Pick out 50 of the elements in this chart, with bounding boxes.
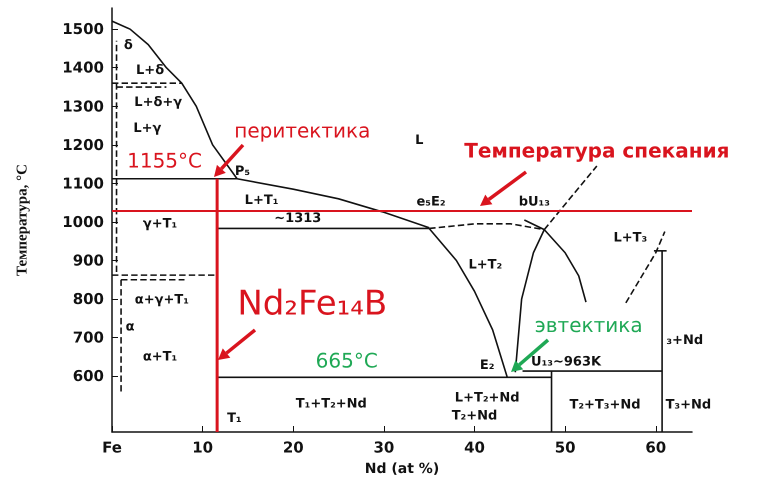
x-tick-label: 30 bbox=[373, 438, 394, 456]
y-tick-label: 800 bbox=[72, 290, 104, 308]
annotation: γ+T₁ bbox=[142, 216, 178, 232]
annotation: L+δ bbox=[136, 62, 164, 78]
x-tick-label: 10 bbox=[192, 438, 214, 456]
annotation: ₃+Nd bbox=[666, 332, 704, 348]
annotation: 1155°C bbox=[127, 148, 202, 172]
annotation: U₁₃∼963K bbox=[531, 354, 602, 370]
annotation: δ bbox=[124, 38, 133, 53]
x-tick-label: Fe bbox=[102, 438, 122, 456]
annotation: L+δ+γ bbox=[134, 94, 182, 110]
annotation: перитектика bbox=[234, 118, 370, 143]
x-tick-label: 50 bbox=[554, 438, 576, 456]
annotation: Температура спекания bbox=[464, 138, 730, 163]
annotation: L bbox=[415, 133, 424, 148]
y-tick-label: 700 bbox=[72, 328, 104, 347]
annotation: T₃+Nd bbox=[666, 398, 712, 413]
annotation: bU₁₃ bbox=[518, 194, 550, 210]
annotation: α+T₁ bbox=[142, 350, 178, 365]
y-tick-label: 900 bbox=[72, 251, 104, 270]
annotation: Nd₂Fe₁₄B bbox=[237, 283, 388, 324]
annotation: L+T₃ bbox=[614, 230, 648, 246]
annotation: T₂+Nd bbox=[452, 408, 498, 424]
annotation: L+γ bbox=[133, 121, 162, 136]
annotation: 665°C bbox=[316, 348, 378, 372]
annotation: L+T₂ bbox=[468, 258, 502, 273]
x-tick-label: 20 bbox=[282, 438, 304, 456]
annotation: T₁+T₂+Nd bbox=[296, 396, 367, 412]
y-tick-label: 1100 bbox=[62, 174, 104, 192]
annotation: α bbox=[126, 320, 135, 335]
y-tick-label: 1200 bbox=[62, 136, 104, 154]
x-tick-label: 60 bbox=[645, 438, 666, 456]
annotation: E₂ bbox=[480, 358, 494, 373]
y-axis-title: Температура, °C bbox=[14, 164, 30, 276]
x-axis-title: Nd (at %) bbox=[364, 461, 440, 477]
y-tick-label: 1300 bbox=[62, 97, 104, 116]
y-tick-label: 1400 bbox=[62, 58, 104, 77]
annotation: L+T₁ bbox=[244, 192, 278, 208]
annotation: T₂+T₃+Nd bbox=[569, 398, 641, 413]
annotation: e₅E₂ bbox=[416, 194, 446, 210]
y-tick-label: 1500 bbox=[62, 20, 104, 38]
annotation: T₁ bbox=[227, 411, 242, 426]
y-tick-label: 1000 bbox=[62, 212, 104, 231]
annotation: ∼1313 bbox=[274, 210, 322, 226]
annotation: L+T₂+Nd bbox=[454, 390, 520, 406]
x-tick-label: 40 bbox=[464, 438, 485, 456]
annotation: α+γ+T₁ bbox=[134, 292, 189, 308]
y-tick-label: 600 bbox=[72, 367, 104, 386]
annotation: эвтектика bbox=[534, 313, 643, 338]
annotation: P₅ bbox=[234, 164, 250, 179]
